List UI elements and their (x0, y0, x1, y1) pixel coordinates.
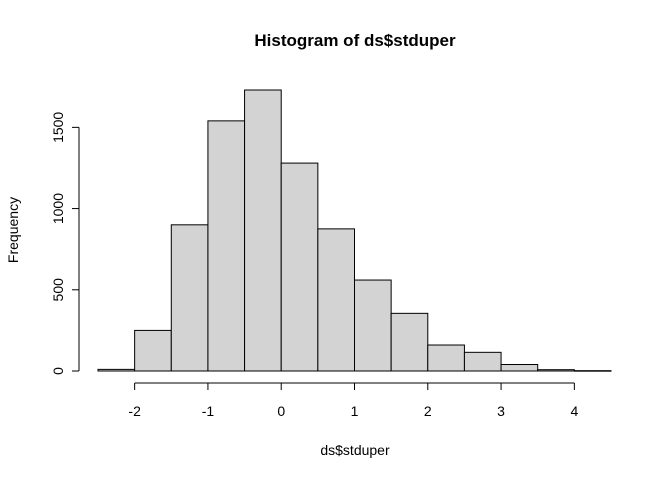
bars-group (97, 89, 612, 372)
histogram-bar-11 (500, 364, 539, 372)
y-axis: 0 500 1000 1500 (50, 112, 80, 375)
histogram-bar-7 (354, 279, 392, 372)
histogram-bar-3 (207, 120, 246, 372)
histogram-bar-9 (427, 344, 465, 372)
histogram-bar-4 (244, 89, 282, 372)
histogram-bar-6 (317, 228, 356, 372)
x-tick-label-0: -2 (128, 403, 141, 419)
x-tick-label-2: 0 (277, 403, 285, 419)
chart-title: Histogram of ds$stduper (254, 31, 456, 50)
x-tick-label-4: 2 (424, 403, 432, 419)
x-axis-label: ds$stduper (320, 442, 390, 458)
y-tick-label-2: 1000 (50, 193, 66, 224)
y-tick-label-1: 500 (50, 278, 66, 302)
histogram-bar-1 (134, 329, 172, 372)
y-axis-label: Frequency (5, 197, 21, 263)
x-tick-label-5: 3 (497, 403, 505, 419)
y-tick-label-0: 0 (50, 367, 66, 375)
histogram-bar-8 (390, 312, 429, 372)
x-tick-label-3: 1 (351, 403, 359, 419)
histogram-bar-2 (170, 224, 209, 372)
x-axis: -2 -1 0 1 2 3 4 (128, 382, 578, 419)
histogram-bar-0 (97, 368, 136, 372)
histogram-bar-12 (537, 369, 575, 372)
histogram-bar-10 (463, 351, 502, 372)
x-tick-label-6: 4 (570, 403, 578, 419)
y-tick-label-3: 1500 (50, 112, 66, 143)
histogram-bar-13 (573, 370, 612, 372)
histogram-bar-5 (280, 162, 319, 372)
x-tick-label-1: -1 (202, 403, 215, 419)
